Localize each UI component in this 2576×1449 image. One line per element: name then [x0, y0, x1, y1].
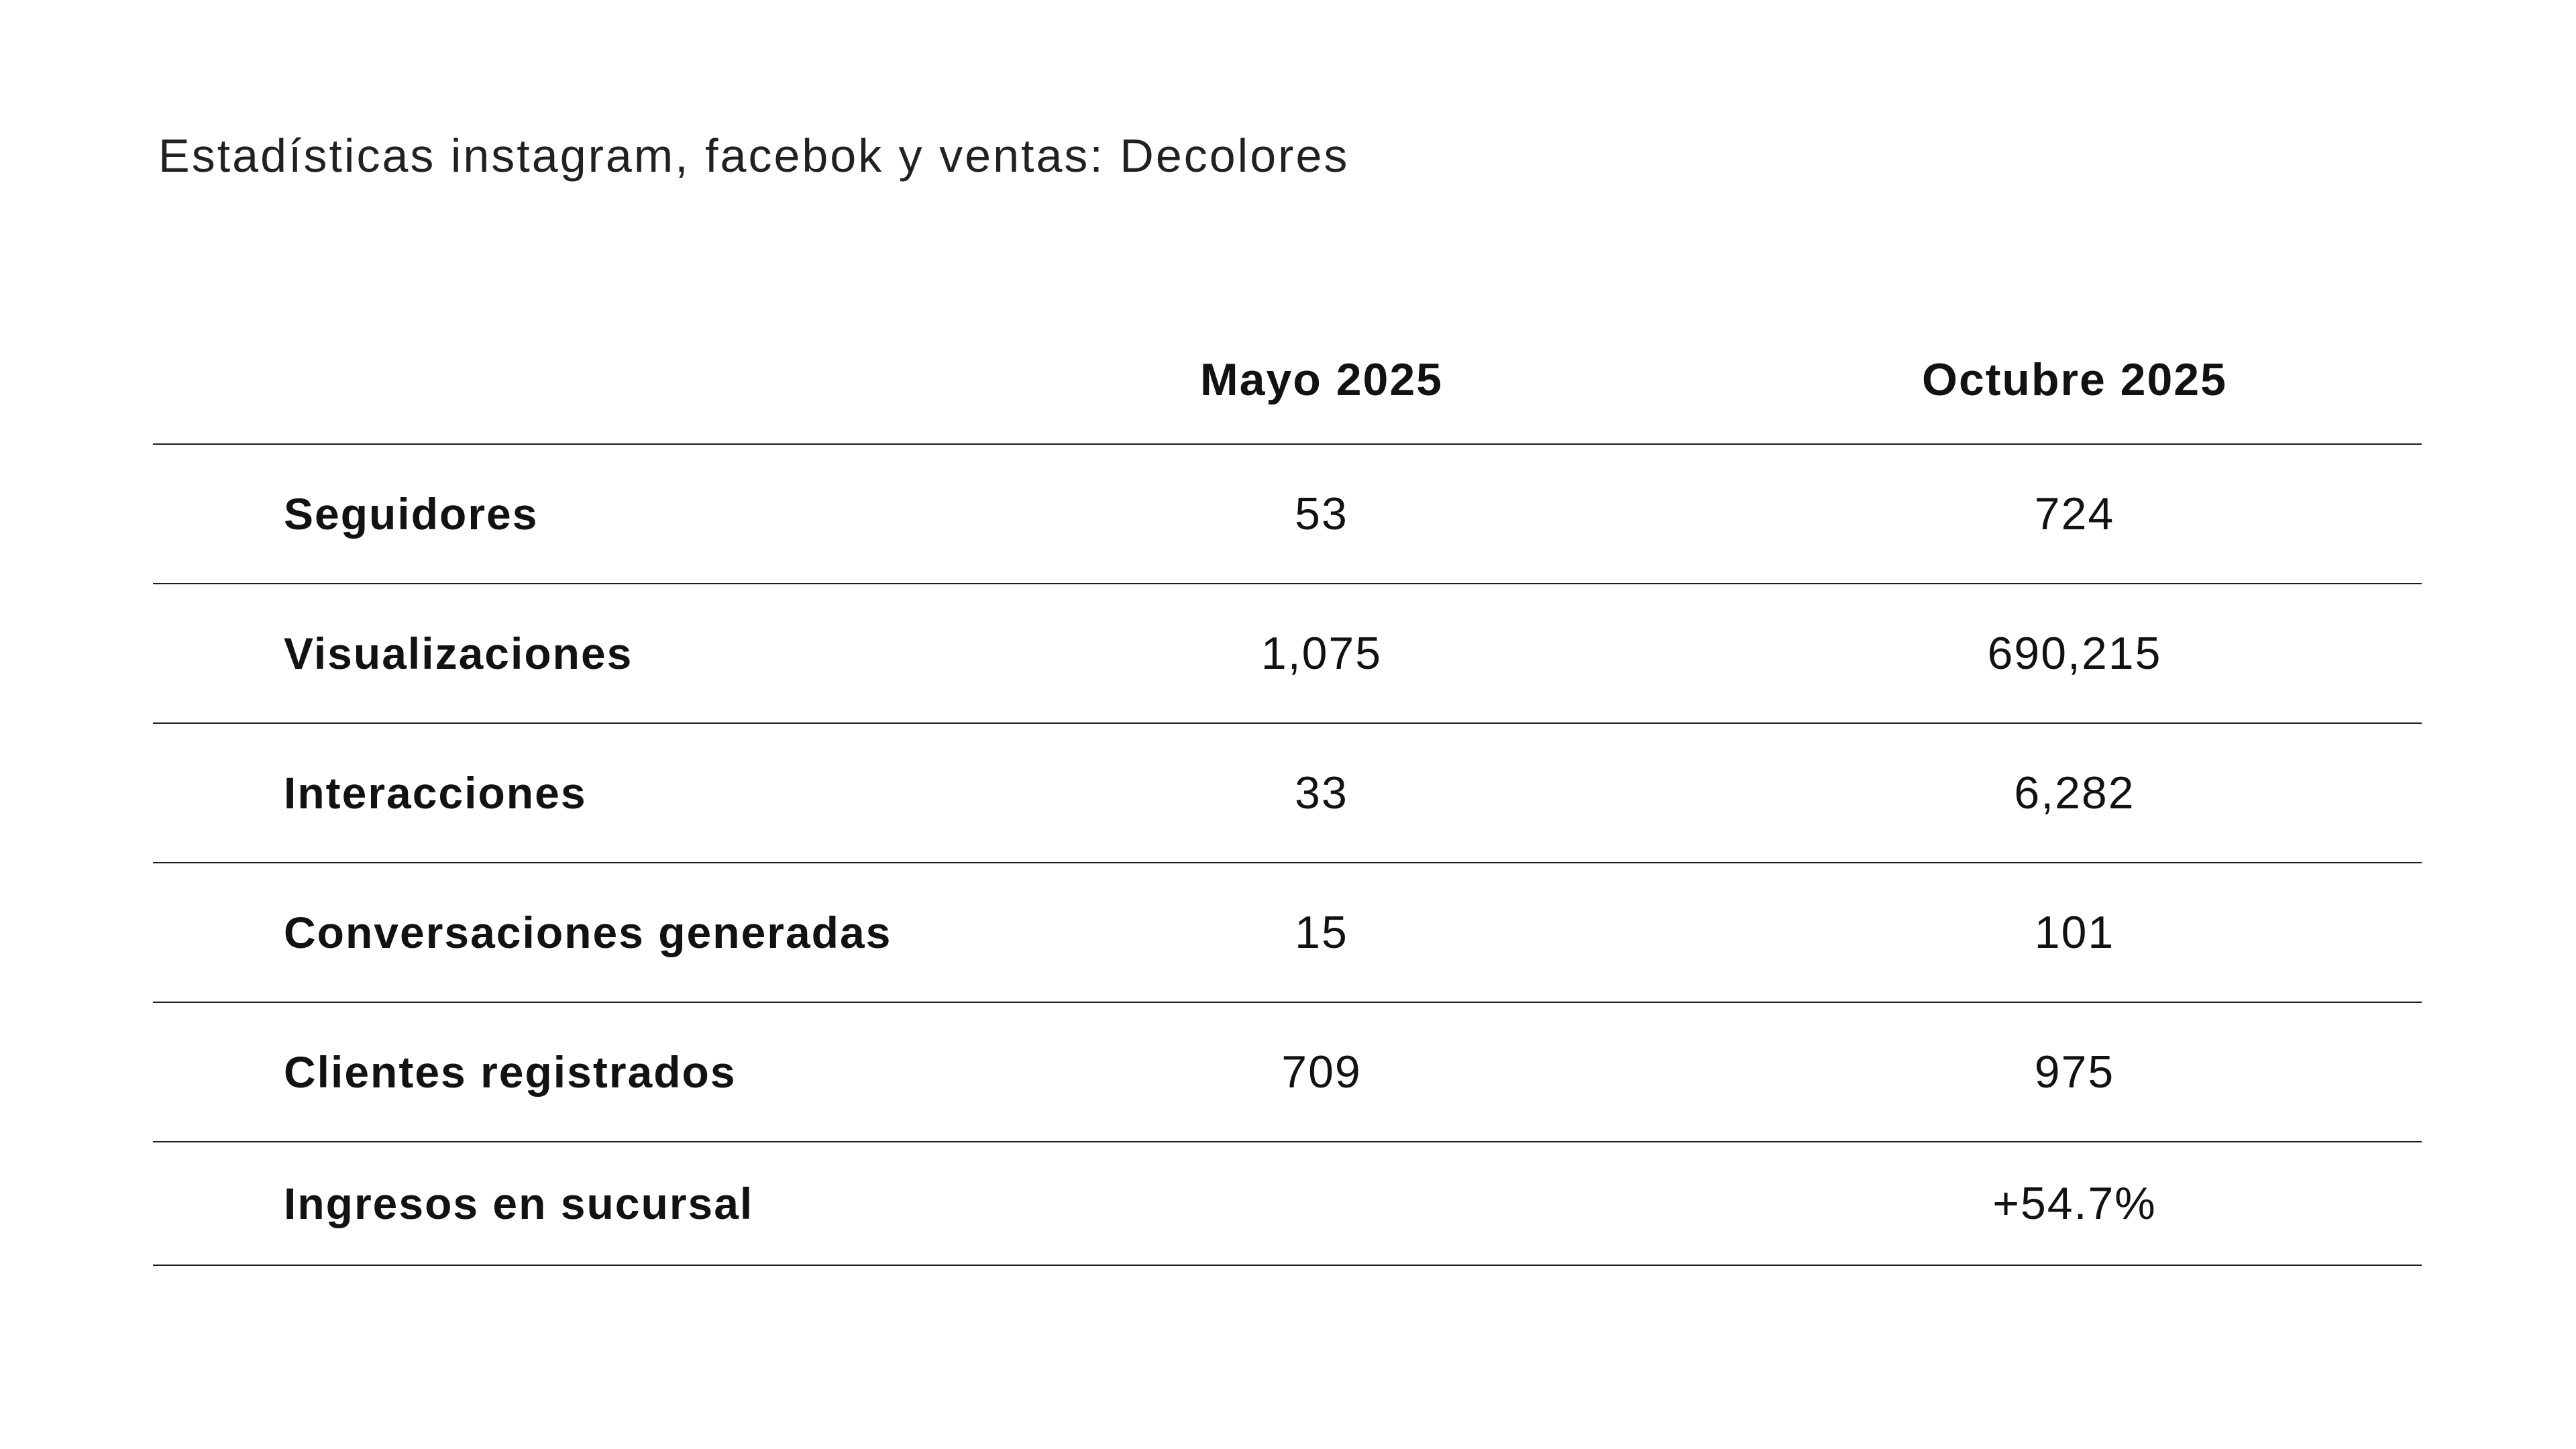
- table-row-visualizaciones: Visualizaciones 1,075 690,215: [153, 583, 2422, 722]
- cell-mayo-value: 15: [1295, 907, 1348, 958]
- cell-octubre-value: 101: [2034, 907, 2115, 958]
- cell-mayo-value: 709: [1281, 1046, 1362, 1097]
- cell-octubre-value: 6,282: [2014, 767, 2135, 818]
- table-row-conversaciones-generadas: Conversaciones generadas 15 101: [153, 862, 2422, 1002]
- row-label: Seguidores: [284, 489, 539, 539]
- table-header-row: Mayo 2025 Octubre 2025: [153, 316, 2422, 443]
- row-label: Ingresos en sucursal: [284, 1179, 754, 1228]
- cell-octubre-value: 690,215: [1987, 628, 2162, 679]
- stats-table: Mayo 2025 Octubre 2025 Seguidores 53 724…: [153, 316, 2422, 1266]
- header-octubre-2025: Octubre 2025: [1922, 354, 2227, 405]
- header-mayo-2025: Mayo 2025: [1200, 354, 1443, 405]
- cell-mayo-value: 1,075: [1260, 628, 1383, 679]
- cell-mayo-value: 33: [1295, 767, 1348, 818]
- row-label: Conversaciones generadas: [284, 908, 892, 957]
- table-row-seguidores: Seguidores 53 724: [153, 443, 2422, 583]
- page-title: Estadísticas instagram, facebok y ventas…: [158, 129, 1350, 182]
- cell-octubre-value: 724: [2034, 488, 2115, 539]
- row-label: Interacciones: [284, 768, 587, 818]
- cell-octubre-value: 975: [2034, 1046, 2115, 1097]
- cell-mayo-value: 53: [1295, 488, 1348, 539]
- table-row-clientes-registrados: Clientes registrados 709 975: [153, 1002, 2422, 1141]
- table-row-ingresos-en-sucursal: Ingresos en sucursal +54.7%: [153, 1141, 2422, 1265]
- row-label: Visualizaciones: [284, 629, 633, 678]
- cell-octubre-value: +54.7%: [1992, 1178, 2157, 1229]
- row-label: Clientes registrados: [284, 1047, 737, 1097]
- table-row-interacciones: Interacciones 33 6,282: [153, 722, 2422, 862]
